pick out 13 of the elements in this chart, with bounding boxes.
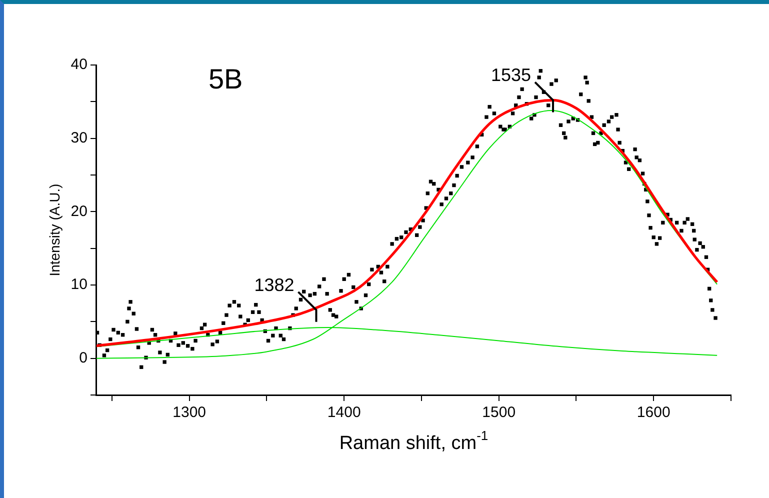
y-tick-label: 0 [79,349,88,366]
x-tick-label: 1300 [172,404,206,422]
y-tick-label: 10 [70,276,88,294]
y-tick-label: 20 [70,202,88,220]
x-tick-label: 1600 [636,404,670,422]
x-tick-label: 1500 [482,404,516,422]
y-axis-title: Intensity (A.U.) [46,184,62,276]
y-tick-label: 30 [70,129,88,146]
annotation: 1382 [254,274,294,295]
chart-title: 5B [208,64,243,95]
x-tick-label: 1400 [327,404,361,422]
annotation: 1535 [490,65,532,86]
y-tick-label: 40 [70,56,88,74]
